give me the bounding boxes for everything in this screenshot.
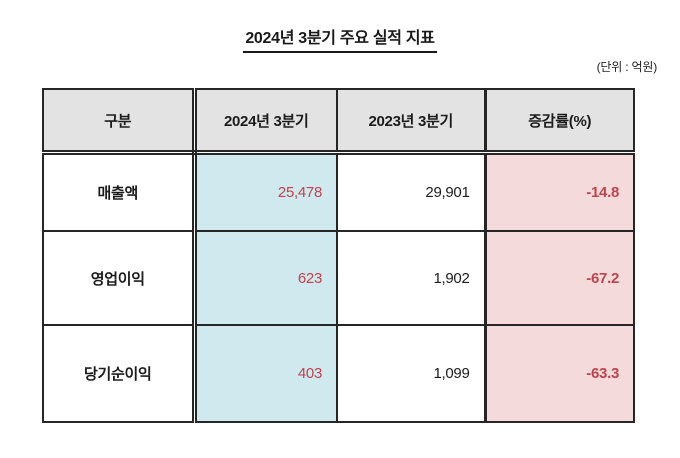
row-label-net-income: 당기순이익 bbox=[42, 324, 197, 423]
column-header-2023-q3: 2023년 3분기 bbox=[336, 88, 486, 155]
unit-label: (단위 : 억원) bbox=[596, 60, 658, 74]
operating-profit-2024-value: 623 bbox=[193, 230, 338, 326]
header-row: 구분 2024년 3분기 2023년 3분기 증감률(%) bbox=[42, 88, 635, 155]
row-label-operating-profit: 영업이익 bbox=[42, 230, 197, 326]
net-income-2023-value: 1,099 bbox=[336, 324, 486, 423]
revenue-change-value: -14.8 bbox=[483, 151, 635, 232]
revenue-2024-value: 25,478 bbox=[193, 151, 338, 232]
column-header-category: 구분 bbox=[42, 88, 197, 155]
table-row-revenue: 매출액 25,478 29,901 -14.8 bbox=[42, 151, 635, 232]
net-income-2024-value: 403 bbox=[193, 324, 338, 423]
net-income-change-value: -63.3 bbox=[483, 324, 635, 423]
column-header-change-rate: 증감률(%) bbox=[483, 88, 635, 155]
performance-table: 구분 2024년 3분기 2023년 3분기 증감률(%) 매출액 25,478… bbox=[42, 88, 635, 423]
title-container: 2024년 3분기 주요 실적 지표 bbox=[0, 24, 680, 53]
row-label-revenue: 매출액 bbox=[42, 151, 197, 232]
table-row-net-income: 당기순이익 403 1,099 -63.3 bbox=[42, 324, 635, 423]
page-title: 2024년 3분기 주요 실적 지표 bbox=[243, 24, 437, 53]
table-row-operating-profit: 영업이익 623 1,902 -67.2 bbox=[42, 230, 635, 326]
column-header-2024-q3: 2024년 3분기 bbox=[193, 88, 338, 155]
operating-profit-change-value: -67.2 bbox=[483, 230, 635, 326]
revenue-2023-value: 29,901 bbox=[336, 151, 486, 232]
operating-profit-2023-value: 1,902 bbox=[336, 230, 486, 326]
